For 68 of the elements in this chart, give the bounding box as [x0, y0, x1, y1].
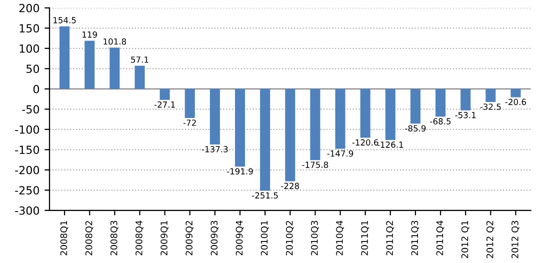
- bar: [160, 88, 170, 100]
- x-tick-label: 2010Q4: [336, 220, 344, 256]
- bar: [310, 88, 320, 160]
- data-label: -175.8: [302, 162, 328, 168]
- bar: [486, 88, 496, 102]
- x-tick-label: 2009Q2: [186, 221, 194, 256]
- y-tick-label: -100: [15, 125, 40, 134]
- x-tick-label: 2008Q3: [110, 220, 118, 256]
- data-label: -53.1: [455, 112, 476, 118]
- bar: [210, 88, 220, 145]
- y-tick-label: -200: [15, 166, 40, 174]
- x-tick-label: 2008Q2: [85, 221, 94, 256]
- data-label: -85.9: [405, 125, 426, 132]
- x-tick-label: 2010Q2: [286, 221, 294, 256]
- y-tick-label: 100: [20, 44, 40, 53]
- x-tick-label: 2010Q3: [310, 220, 319, 256]
- x-tick-label: 2008Q1: [60, 220, 68, 256]
- x-tick-label: 2009Q3: [210, 220, 219, 256]
- bar: [410, 88, 420, 124]
- data-label: -191.9: [226, 168, 253, 174]
- y-tick-label: 0: [33, 84, 40, 94]
- data-label: -32.5: [480, 104, 501, 110]
- bar: [84, 40, 95, 89]
- data-label: -228: [281, 182, 300, 190]
- y-tick-label: 50: [26, 64, 40, 74]
- data-label: -120.6: [352, 139, 378, 146]
- bar: [260, 88, 270, 191]
- x-tick-label: 2012 Q1: [461, 220, 470, 258]
- data-label: -147.9: [327, 150, 354, 157]
- x-tick-label: 2011Q3: [411, 220, 420, 256]
- y-tick-label: 150: [20, 24, 40, 33]
- data-label: 119: [82, 31, 97, 38]
- y-tick-label: -150: [15, 146, 40, 154]
- x-tick-label: 2011Q4: [436, 220, 444, 256]
- data-label: 57.1: [131, 56, 148, 63]
- bar: [285, 88, 296, 182]
- data-label: 101.8: [104, 38, 126, 45]
- bar: [234, 88, 246, 167]
- x-tick-label: 2012 Q3: [512, 220, 520, 258]
- data-label: -20.6: [505, 98, 526, 106]
- bar: [134, 66, 145, 89]
- data-label: -126.1: [377, 142, 404, 148]
- data-label: -251.5: [252, 192, 278, 199]
- x-tick-label: 2011Q1: [361, 220, 369, 256]
- bar: [60, 26, 70, 89]
- x-tick-label: 2008Q4: [136, 220, 144, 256]
- bar: [385, 88, 396, 140]
- data-label: -72: [183, 120, 196, 126]
- y-tick-label: -250: [15, 186, 40, 195]
- bar: [335, 88, 346, 149]
- bar: [510, 88, 521, 98]
- x-tick-label: 2010Q1: [260, 220, 269, 256]
- data-label: 154.5: [54, 17, 76, 24]
- y-tick-label: -300: [15, 206, 40, 215]
- x-tick-label: 2011Q2: [386, 221, 394, 256]
- bar: [460, 88, 471, 110]
- y-tick-label: -50: [22, 105, 40, 114]
- data-label: -137.3: [202, 146, 228, 152]
- data-label: -68.5: [430, 118, 451, 124]
- x-tick-label: 2009Q4: [236, 220, 244, 256]
- bar: [110, 48, 120, 89]
- x-tick-label: 2012 Q2: [486, 221, 494, 258]
- y-tick-label: 200: [19, 4, 40, 12]
- bar: [436, 88, 446, 117]
- bar: [184, 88, 195, 118]
- data-label: -27.1: [154, 101, 175, 108]
- x-tick-label: 2009Q1: [160, 220, 168, 256]
- bar: [360, 88, 370, 138]
